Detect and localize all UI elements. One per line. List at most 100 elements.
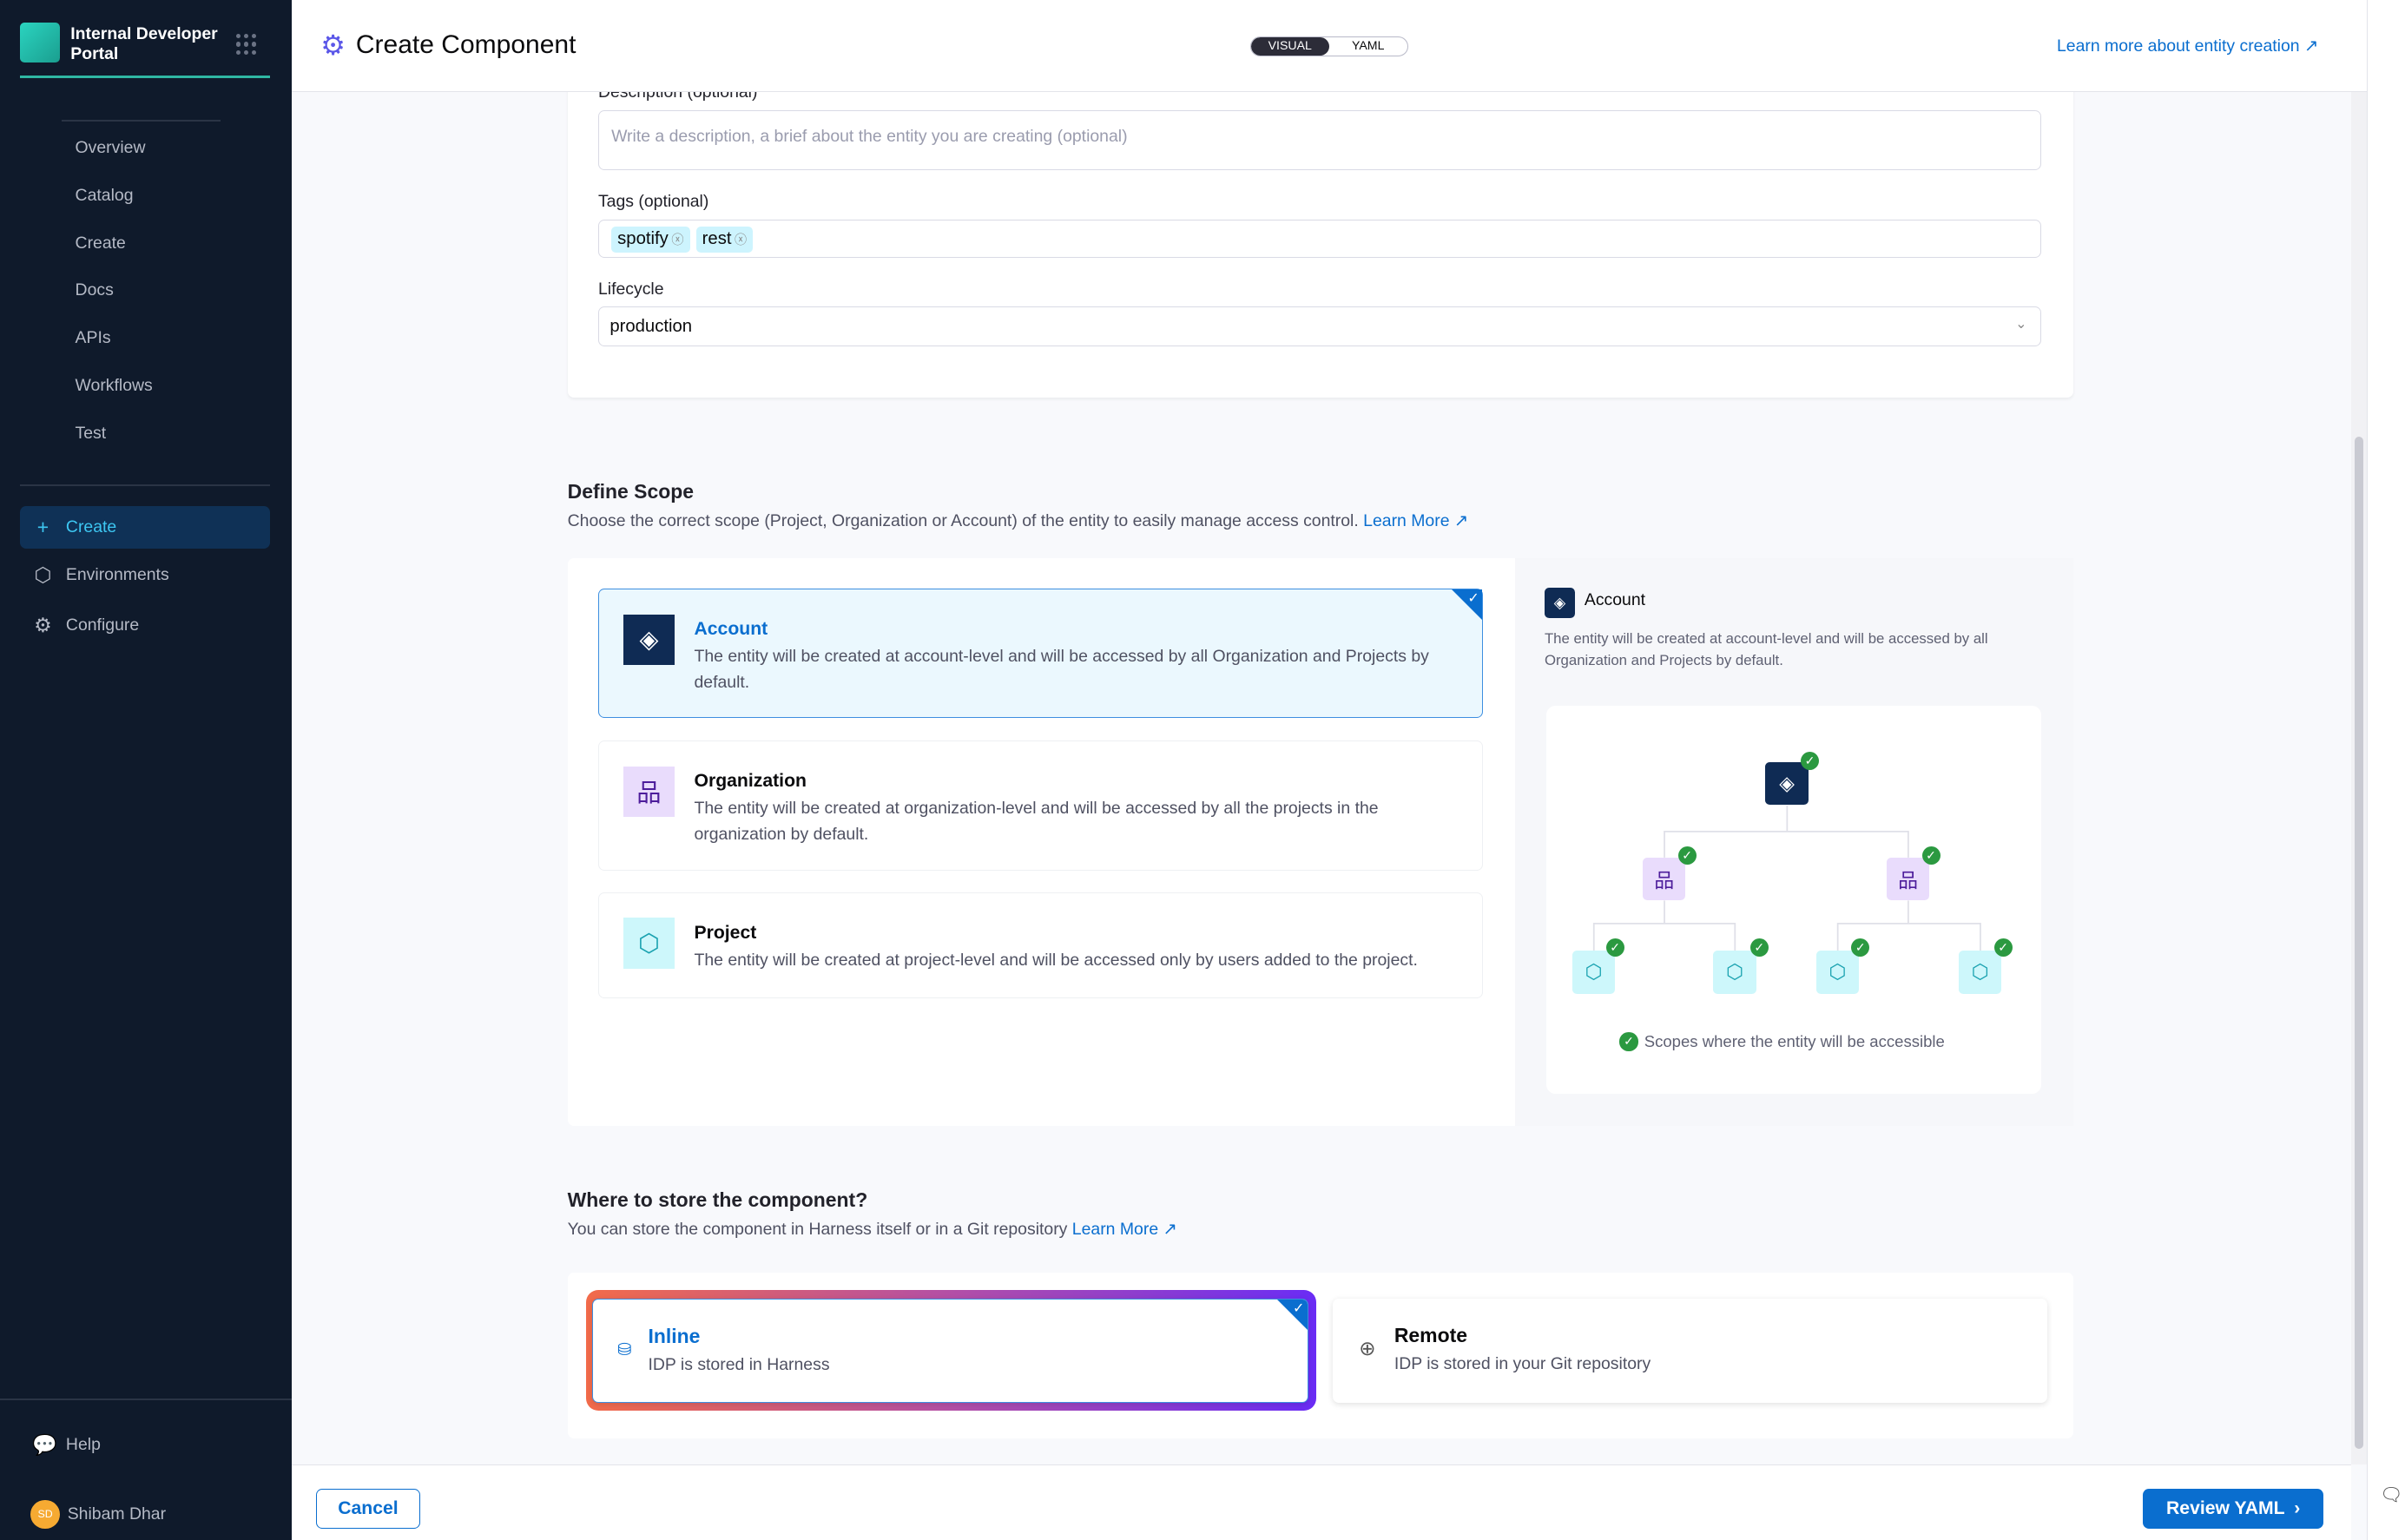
sidebar-item-test[interactable]: Test bbox=[75, 423, 107, 443]
chat-support-icon[interactable]: 🗨 bbox=[2379, 1485, 2403, 1506]
check-icon: ✓ bbox=[1619, 1032, 1638, 1051]
organization-node-icon: 品 bbox=[1886, 857, 1930, 900]
footer bbox=[291, 1464, 2352, 1540]
avatar: SD bbox=[30, 1499, 60, 1530]
chevron-down-icon: ⌄ bbox=[2015, 317, 2027, 332]
sidebar-main-environments[interactable]: ⬡ Environments bbox=[20, 554, 270, 596]
sidebar-item-docs[interactable]: Docs bbox=[75, 280, 114, 300]
scope-description: Choose the correct scope (Project, Organ… bbox=[568, 510, 1469, 531]
option-title: Organization bbox=[694, 770, 807, 791]
option-description: The entity will be created at organizati… bbox=[694, 799, 1379, 845]
scope-description-text: Choose the correct scope (Project, Organ… bbox=[567, 511, 1359, 531]
option-description: The entity will be created at account-le… bbox=[694, 647, 1429, 693]
scope-learn-more-link[interactable]: Learn More ↗ bbox=[1363, 511, 1468, 530]
label: Create bbox=[65, 517, 117, 537]
right-rail: 🗨 bbox=[2366, 0, 2405, 1540]
tags-input[interactable]: spotify ⓧ rest ⓧ bbox=[597, 219, 2042, 258]
external-link-icon: ↗ bbox=[1163, 1220, 1177, 1240]
idp-logo-icon bbox=[19, 23, 60, 63]
tags-label: Tags (optional) bbox=[597, 191, 709, 211]
storage-description: You can store the component in Harness i… bbox=[568, 1219, 1177, 1240]
gear-icon: ⚙ bbox=[34, 614, 52, 637]
project-node-icon: ⬡ bbox=[1958, 951, 2002, 994]
visual-yaml-toggle[interactable]: VISUAL YAML bbox=[1249, 36, 1408, 57]
app-switcher-icon[interactable] bbox=[236, 33, 258, 56]
check-icon: ✓ bbox=[1605, 938, 1624, 958]
description-textarea[interactable]: Write a description, a brief about the e… bbox=[597, 110, 2042, 171]
link-text: Learn More bbox=[1071, 1220, 1159, 1240]
environments-icon: ⬡ bbox=[34, 563, 52, 586]
divider bbox=[61, 119, 221, 122]
hierarchy-lines bbox=[1592, 805, 1981, 951]
project-cube-icon: ⬡ bbox=[623, 918, 675, 969]
check-icon: ✓ bbox=[1921, 846, 1940, 865]
selected-corner bbox=[1452, 589, 1483, 621]
page-title: Create Component bbox=[355, 30, 577, 60]
storage-option-inline[interactable]: ⛁ Inline IDP is stored in Harness ✓ bbox=[591, 1299, 1308, 1404]
project-node-icon: ⬡ bbox=[1571, 951, 1616, 994]
check-icon: ✓ bbox=[1293, 1301, 1305, 1317]
scope-option-account[interactable]: ◈ Account The entity will be created at … bbox=[597, 589, 1484, 718]
storage-option-remote[interactable]: ⊕ Remote IDP is stored in your Git repos… bbox=[1333, 1299, 2048, 1404]
preview-description: The entity will be created at account-le… bbox=[1544, 630, 1988, 669]
sidebar-main-create[interactable]: + Create bbox=[19, 505, 270, 550]
lifecycle-value: production bbox=[609, 316, 693, 336]
learn-more-entity-link[interactable]: Learn more about entity creation ↗ bbox=[2057, 36, 2318, 56]
help-link[interactable]: 💬 Help bbox=[20, 1423, 270, 1465]
scope-hierarchy-diagram: ◈ ✓ 品 ✓ 品 ✓ ⬡ ✓ ⬡ ✓ ⬡ ✓ ⬡ ✓ ✓ Scopes where the e… bbox=[1545, 705, 2042, 1094]
check-icon: ✓ bbox=[1467, 591, 1479, 607]
account-layers-icon: ◈ bbox=[1544, 587, 1576, 618]
account-node-icon: ◈ bbox=[1765, 761, 1809, 806]
lifecycle-select[interactable]: production ⌄ bbox=[597, 306, 2042, 347]
remove-tag-icon[interactable]: ⓧ bbox=[735, 233, 748, 247]
sidebar-item-apis[interactable]: APIs bbox=[75, 328, 111, 348]
tag-label: rest bbox=[702, 229, 732, 249]
sidebar-item-workflows[interactable]: Workflows bbox=[75, 375, 153, 395]
sidebar-item-catalog[interactable]: Catalog bbox=[75, 185, 134, 205]
sidebar-item-overview[interactable]: Overview bbox=[75, 137, 146, 157]
help-chat-icon: 💬 bbox=[32, 1432, 57, 1456]
check-icon: ✓ bbox=[1993, 938, 2013, 958]
scope-title: Define Scope bbox=[567, 479, 695, 503]
tag-label: spotify bbox=[617, 229, 669, 249]
sidebar: Internal Developer Portal Overview Catal… bbox=[0, 0, 292, 1540]
cancel-button[interactable]: Cancel bbox=[315, 1489, 421, 1530]
brand-name: Internal Developer Portal bbox=[70, 24, 218, 64]
scrollbar-track[interactable] bbox=[2351, 91, 2367, 1465]
gear-icon: ⚙ bbox=[320, 29, 346, 61]
check-icon: ✓ bbox=[1677, 846, 1697, 865]
option-title: Account bbox=[694, 618, 768, 639]
label: Help bbox=[65, 1434, 101, 1454]
toggle-visual[interactable]: VISUAL bbox=[1250, 37, 1329, 56]
tag-chip: spotify ⓧ bbox=[611, 226, 690, 253]
external-link-icon: ↗ bbox=[2304, 36, 2319, 56]
organization-node-icon: 品 bbox=[1642, 857, 1686, 900]
label: Environments bbox=[65, 564, 169, 584]
lifecycle-label: Lifecycle bbox=[597, 279, 664, 299]
brand-underline bbox=[19, 75, 270, 79]
option-title: Project bbox=[694, 922, 757, 943]
legend-text: Scopes where the entity will be accessib… bbox=[1644, 1031, 1945, 1050]
check-icon: ✓ bbox=[1851, 938, 1870, 958]
divider bbox=[19, 484, 270, 486]
storage-description-text: You can store the component in Harness i… bbox=[567, 1220, 1068, 1240]
check-icon: ✓ bbox=[1749, 938, 1769, 958]
toggle-yaml[interactable]: YAML bbox=[1352, 38, 1385, 53]
sidebar-item-create[interactable]: Create bbox=[75, 233, 126, 253]
project-node-icon: ⬡ bbox=[1713, 951, 1756, 994]
sidebar-main-configure[interactable]: ⚙ Configure bbox=[20, 604, 270, 647]
divider bbox=[0, 1399, 292, 1400]
account-layers-icon: ◈ bbox=[623, 614, 675, 665]
remove-tag-icon[interactable]: ⓧ bbox=[671, 233, 684, 247]
plus-icon: + bbox=[36, 516, 49, 539]
harness-storage-icon: ⛁ bbox=[617, 1340, 632, 1360]
link-text: Learn more about entity creation bbox=[2056, 36, 2300, 56]
user-profile[interactable]: SD Shibam Dhar bbox=[30, 1499, 166, 1530]
scope-option-organization[interactable]: 品 Organization The entity will be create… bbox=[597, 740, 1484, 872]
storage-learn-more-link[interactable]: Learn More ↗ bbox=[1072, 1220, 1177, 1239]
storage-title: Where to store the component? bbox=[567, 1188, 868, 1212]
scope-option-project[interactable]: ⬡ Project The entity will be created at … bbox=[597, 892, 1484, 999]
review-yaml-button[interactable]: Review YAML › bbox=[2142, 1489, 2324, 1530]
selected-corner bbox=[1276, 1300, 1308, 1330]
scrollbar-thumb[interactable] bbox=[2354, 437, 2364, 1450]
